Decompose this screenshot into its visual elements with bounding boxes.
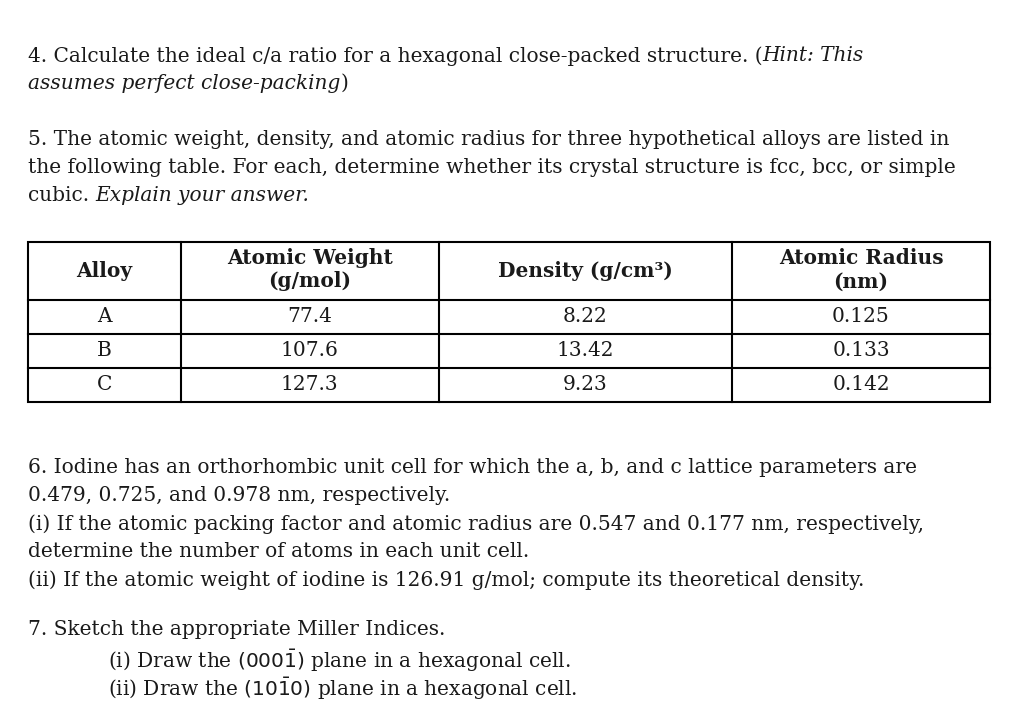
- Text: (i) If the atomic packing factor and atomic radius are 0.547 and 0.177 nm, respe: (i) If the atomic packing factor and ato…: [28, 514, 924, 534]
- Text: 0.133: 0.133: [833, 342, 890, 360]
- Text: Density (g/cm³): Density (g/cm³): [498, 261, 673, 281]
- Text: 9.23: 9.23: [563, 376, 607, 394]
- Text: 7. Sketch the appropriate Miller Indices.: 7. Sketch the appropriate Miller Indices…: [28, 620, 445, 640]
- Text: ): ): [340, 74, 348, 93]
- Text: Alloy: Alloy: [76, 261, 132, 281]
- Text: 6. Iodine has an orthorhombic unit cell for which the a, b, and c lattice parame: 6. Iodine has an orthorhombic unit cell …: [28, 458, 918, 477]
- Text: (nm): (nm): [834, 272, 889, 291]
- Text: Hint: This: Hint: This: [763, 46, 864, 65]
- Text: 13.42: 13.42: [556, 342, 614, 360]
- Text: 4. Calculate the ideal c/a ratio for a hexagonal close-packed structure. (: 4. Calculate the ideal c/a ratio for a h…: [28, 46, 763, 66]
- Text: 8.22: 8.22: [563, 308, 607, 327]
- Text: A: A: [97, 308, 112, 327]
- Text: (i) Draw the $(000\bar{1})$ plane in a hexagonal cell.: (i) Draw the $(000\bar{1})$ plane in a h…: [108, 649, 571, 674]
- Text: B: B: [97, 342, 112, 360]
- Text: Explain your answer.: Explain your answer.: [95, 186, 309, 205]
- Text: Atomic Radius: Atomic Radius: [778, 248, 943, 268]
- Text: determine the number of atoms in each unit cell.: determine the number of atoms in each un…: [28, 542, 529, 561]
- Text: 127.3: 127.3: [281, 376, 338, 394]
- Text: (ii) Draw the $(10\bar{1}0)$ plane in a hexagonal cell.: (ii) Draw the $(10\bar{1}0)$ plane in a …: [108, 676, 578, 703]
- Text: 5. The atomic weight, density, and atomic radius for three hypothetical alloys a: 5. The atomic weight, density, and atomi…: [28, 130, 949, 149]
- Text: 0.479, 0.725, and 0.978 nm, respectively.: 0.479, 0.725, and 0.978 nm, respectively…: [28, 486, 451, 505]
- Text: 0.125: 0.125: [833, 308, 890, 327]
- Text: Atomic Weight: Atomic Weight: [226, 248, 392, 268]
- Text: 77.4: 77.4: [287, 308, 332, 327]
- Text: C: C: [96, 376, 112, 394]
- Text: (ii) If the atomic weight of iodine is 126.91 g/mol; compute its theoretical den: (ii) If the atomic weight of iodine is 1…: [28, 570, 864, 590]
- Text: 107.6: 107.6: [281, 342, 339, 360]
- Text: 0.142: 0.142: [833, 376, 890, 394]
- Text: assumes perfect close-packing: assumes perfect close-packing: [28, 74, 340, 93]
- Text: (g/mol): (g/mol): [268, 272, 351, 291]
- Text: cubic.: cubic.: [28, 186, 95, 205]
- Text: the following table. For each, determine whether its crystal structure is fcc, b: the following table. For each, determine…: [28, 158, 955, 177]
